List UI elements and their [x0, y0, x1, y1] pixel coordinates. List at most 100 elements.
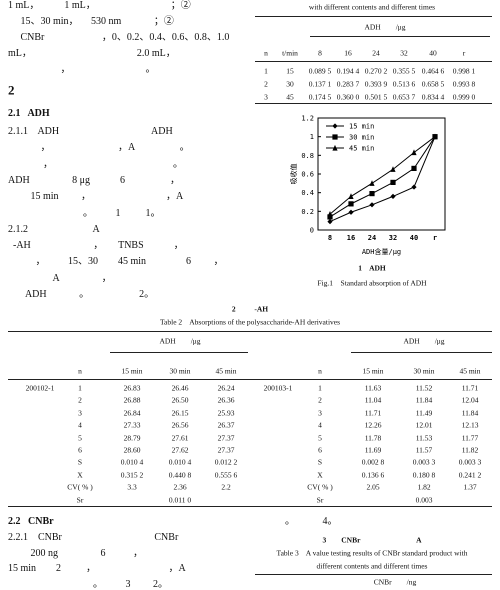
body-line: ADH 。 2。: [8, 289, 155, 300]
body-line: A ，: [8, 272, 112, 284]
table-cell: 12.04: [461, 395, 479, 405]
table-cell: 2.36: [173, 482, 187, 492]
table-cell: 11.52: [415, 383, 433, 393]
table-rule: [255, 61, 492, 62]
table-cell: 27.37: [217, 432, 235, 442]
table-cell: 0.393 9: [364, 79, 388, 89]
data-point: [348, 209, 354, 215]
table-cell: 1: [264, 66, 268, 76]
table-cell: 28.60: [123, 445, 141, 455]
table-cell: 27.33: [123, 420, 141, 430]
table-column-header: n: [318, 366, 322, 376]
table-cell: 11.78: [364, 432, 382, 442]
table-cell: 5: [318, 432, 322, 442]
table-cell: 0.012 2: [214, 457, 238, 467]
table-cell: 0.174 5: [308, 92, 332, 102]
table-cell: 27.37: [217, 445, 235, 455]
table-cell: 0.315 2: [120, 470, 144, 480]
table-cell: 26.15: [171, 408, 189, 418]
table-rule: [255, 574, 492, 575]
table-cell: 0.999 0: [452, 92, 476, 102]
body-line: mL， 2.0 mL，: [8, 48, 176, 59]
table-column-header: n: [78, 366, 82, 376]
body-line: 2.1.2 A: [8, 223, 100, 235]
table-cell: 0.360 0: [336, 92, 360, 102]
table-column-header: 15 min: [362, 366, 384, 376]
table-cell: 3: [264, 92, 268, 102]
data-point: [411, 149, 417, 156]
figure-caption: 1 ADH: [358, 263, 386, 273]
table-cell: 5: [78, 432, 82, 442]
table-cell: 0.003 3: [458, 457, 482, 467]
section-heading: 2: [8, 82, 15, 98]
data-point: [369, 180, 375, 186]
table-column-header: t/min: [282, 48, 298, 58]
data-line: [329, 136, 436, 215]
table-cell: 0.011 0: [168, 494, 192, 504]
table-cell: 11.53: [415, 432, 433, 442]
table-cell: 4: [318, 420, 322, 430]
table-cell: 0.194 4: [336, 66, 360, 76]
body-line: CNBr ，0、0.2、0.4、0.6、0.8、1.0: [8, 32, 230, 43]
x-axis-label: ADH含量/μg: [362, 247, 401, 256]
y-tick-label: 0: [310, 227, 314, 235]
table-cell: 11.84: [461, 408, 479, 418]
y-tick-label: 1.2: [301, 115, 314, 123]
table-column-header: 40: [429, 48, 437, 58]
table-cell: 11.71: [461, 383, 479, 393]
table-cell: 25.93: [217, 408, 235, 418]
x-tick-label: 16: [347, 234, 355, 242]
table-cell: Sr: [76, 494, 84, 504]
table-cell: 11.77: [461, 432, 479, 442]
table-cell: 0.464 6: [421, 66, 445, 76]
table-cell: 0.003 3: [412, 457, 436, 467]
table-cell: 26.50: [171, 395, 189, 405]
body-line: 。 4。: [255, 516, 338, 527]
table-rule: [110, 352, 248, 353]
table-cell: 0.998 1: [452, 66, 476, 76]
figure-caption: Fig.1 Standard absorption of ADH: [317, 278, 427, 288]
table-cell: 30: [286, 79, 294, 89]
body-line: 1 mL， 1 mL， ；②: [8, 0, 191, 11]
table-cell: 0.501 5: [364, 92, 388, 102]
table-cell: 2: [78, 395, 82, 405]
table-rule: [310, 36, 490, 37]
table-cell: 0.513 6: [392, 79, 416, 89]
x-tick-label: r: [433, 234, 437, 242]
table-cell: 0.010 4: [120, 457, 144, 467]
x-tick-label: 40: [410, 234, 418, 242]
table-cell: 3: [78, 408, 82, 418]
x-tick-label: 8: [328, 234, 332, 242]
body-line: 2.1.1 ADH ADH: [8, 126, 173, 137]
body-line: 2.2.1 CNBr CNBr: [8, 532, 179, 543]
table-cell: 0.355 5: [392, 66, 416, 76]
table-group-header: ADH /μg: [364, 22, 406, 32]
y-tick-label: 0.4: [301, 189, 314, 197]
table-rule: [8, 506, 492, 507]
table-cell: 1: [318, 383, 322, 393]
data-point: [327, 211, 333, 217]
table-cell: 26.56: [171, 420, 189, 430]
table-cell: 27.61: [171, 432, 189, 442]
table-column-header: 15 min: [121, 366, 143, 376]
body-line: 200 ng 6 ，: [8, 547, 144, 559]
table-rule: [351, 352, 492, 353]
legend-label: 15 min: [349, 123, 374, 131]
table-cell: X: [317, 470, 323, 480]
table-cell: 0.270 2: [364, 66, 388, 76]
table-cell: 0.089 5: [308, 66, 332, 76]
x-tick-label: 24: [368, 234, 376, 242]
table-cell: 11.04: [364, 395, 382, 405]
data-point: [369, 202, 375, 208]
body-line: ， 15、30 45 min 6 ，: [8, 256, 224, 268]
table-cell: 28.79: [123, 432, 141, 442]
table-rule: [8, 331, 492, 332]
table-cell: 0.002 8: [361, 457, 385, 467]
table-rule: [255, 103, 492, 104]
table-cell: 11.82: [461, 445, 479, 455]
data-point: [332, 144, 338, 151]
table-caption: Table 3 A value testing results of CNBr …: [276, 548, 468, 558]
subsection-heading: 2.2 CNBr: [8, 516, 54, 527]
table-cell: 0.440 8: [168, 470, 192, 480]
table-cell: 3: [318, 408, 322, 418]
